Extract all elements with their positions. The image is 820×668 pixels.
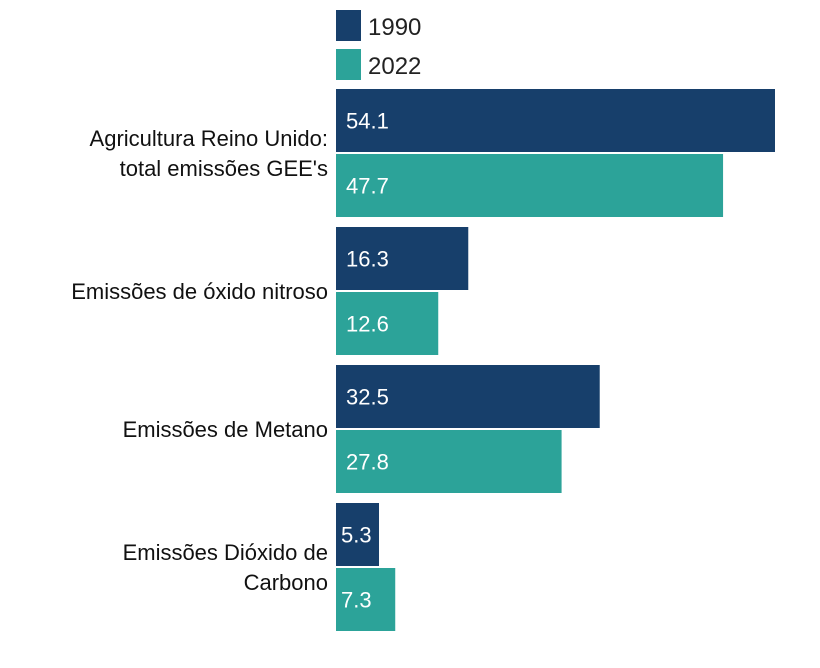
category-label-0: total emissões GEE's [120,156,328,181]
bar-1990-2 [336,365,600,428]
data-label-2022-3: 7.3 [341,588,372,613]
legend-label-1990: 1990 [368,14,421,41]
bar-1990-0 [336,89,775,152]
category-label-1: Emissões de óxido nitroso [71,279,328,304]
bar-1990-1 [336,227,469,290]
data-label-1990-0: 54.1 [346,109,389,134]
category-label-3: Emissões Dióxido de [123,540,328,565]
bar-2022-2 [336,430,562,493]
data-label-2022-1: 12.6 [346,312,389,337]
data-label-2022-2: 27.8 [346,450,389,475]
bar-2022-0 [336,154,724,217]
data-label-1990-1: 16.3 [346,247,389,272]
legend-label-2022: 2022 [368,53,421,80]
data-label-1990-2: 32.5 [346,385,389,410]
data-label-1990-3: 5.3 [341,523,372,548]
bar-1990-3 [336,503,380,566]
legend-swatch-1990 [336,10,361,41]
category-label-0: Agricultura Reino Unido: [90,126,328,151]
category-label-3: Carbono [244,570,328,595]
category-label-2: Emissões de Metano [123,417,328,442]
bar-2022-1 [336,292,439,355]
legend-swatch-2022 [336,49,361,80]
data-label-2022-0: 47.7 [346,174,389,199]
bar-2022-3 [336,568,396,631]
